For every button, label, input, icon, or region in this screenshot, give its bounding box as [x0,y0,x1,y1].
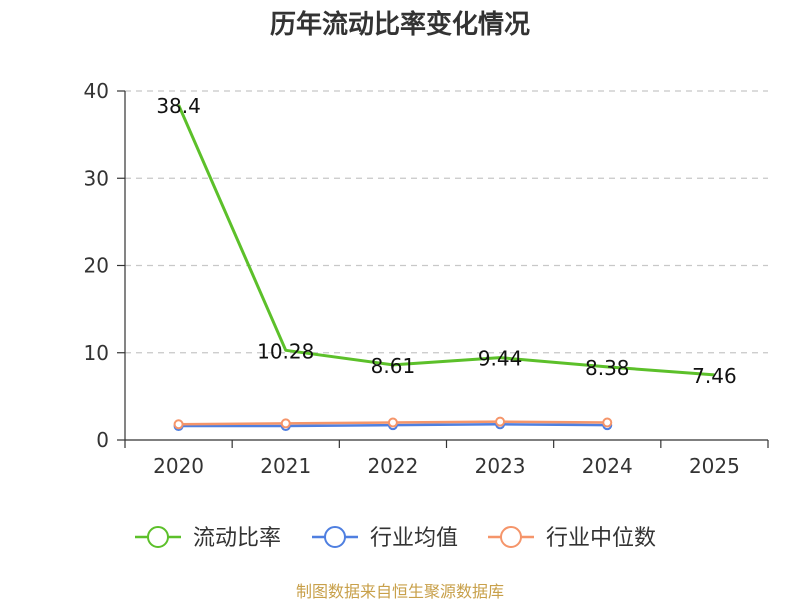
x-tick-label: 2022 [367,454,418,478]
data-point-industry_median [495,416,506,427]
series-line-current_ratio [177,104,715,377]
chart-title: 历年流动比率变化情况 [269,10,530,40]
y-tick-label: 10 [84,341,109,365]
data-label: 10.28 [257,339,314,363]
legend-marker [324,526,346,548]
x-tick-label: 2025 [689,454,740,478]
data-point-industry_median [602,417,613,428]
y-tick-label: 0 [96,428,109,452]
x-tick-label: 2023 [475,454,526,478]
y-tick-label: 20 [84,254,109,278]
legend-label: 行业均值 [370,526,458,551]
data-point-industry_median [387,417,398,428]
x-tick-label: 2021 [260,454,311,478]
data-label: 9.44 [478,347,523,371]
y-tick-label: 40 [84,79,109,103]
data-label: 38.4 [156,94,201,118]
data-label: 7.46 [692,364,737,388]
data-source-note: 制图数据来自恒生聚源数据库 [295,582,504,601]
data-point-industry_median [173,419,184,430]
data-label: 8.61 [371,354,416,378]
y-tick-label: 30 [84,166,109,190]
x-tick-label: 2020 [153,454,204,478]
legend-marker [500,526,522,548]
legend-label: 行业中位数 [546,526,656,551]
data-point-industry_median [280,418,291,429]
data-label: 8.38 [585,356,630,380]
legend-marker [147,526,169,548]
x-tick-label: 2024 [582,454,633,478]
legend-label: 流动比率 [193,526,281,551]
